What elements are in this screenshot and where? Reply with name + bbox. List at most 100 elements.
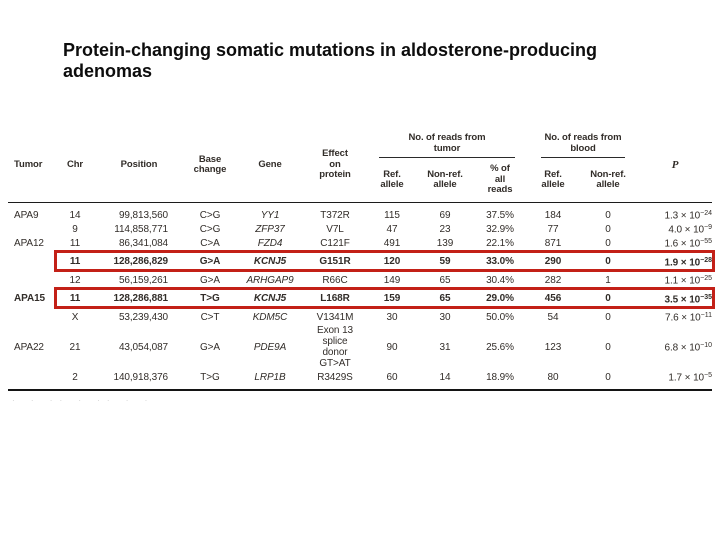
col-header-tumor-ref-allele: Ref. allele [380,168,404,190]
cell-effect-on-protein: Exon 13 splice donor GT>AT [317,325,353,369]
p-exponent: −9 [704,224,712,232]
cell-chr: X [71,311,79,323]
cell-base-change: G>A [200,274,220,286]
cell-gene: LRP1B [254,371,286,383]
cell-gene: FZD4 [257,237,283,249]
cell-tumor-ref-allele: 149 [383,274,401,286]
cell-tumor-ref-allele: 115 [384,209,400,221]
cell-position: 86,341,084 [118,237,168,249]
cell-chr: 11 [69,237,81,249]
p-mantissa: 3.5 × 10 [664,294,701,306]
cell-tumor-ref-allele: 120 [383,256,401,267]
p-mantissa: 1.9 × 10 [664,257,701,269]
cell-blood-ref-allele: 77 [547,223,559,235]
cell-tumor-nonref-allele: 23 [439,223,451,235]
cell-blood-ref-allele: 871 [544,237,562,249]
col-header-blood-nonref-allele: Non-ref. allele [590,168,626,190]
group-header-reads-tumor: No. of reads from tumor [379,132,515,158]
cell-blood-ref-allele: 123 [544,341,562,353]
cell-blood-nonref-allele: 0 [605,293,611,304]
cell-effect-on-protein: V7L [326,223,344,235]
cell-position: 128,286,829 [113,256,168,267]
cell-effect-on-protein: L168R [320,293,350,304]
col-header-tumor: Tumor [14,158,43,170]
cell-gene: ARHGAP9 [246,274,294,286]
col-header-blood-ref-allele: Ref. allele [541,168,565,190]
cell-chr: 21 [69,341,81,353]
cell-p-value: 1.3 × 10−24 [638,208,713,222]
table-body: APA9 14 99,813,560 C>G YY1 T372R 115 69 … [8,203,715,391]
cell-effect-on-protein: C121F [320,237,350,249]
cell-tumor: APA22 [14,341,44,353]
cell-tumor-ref-allele: 30 [386,311,398,323]
table-row: 12 56,159,261 G>A ARHGAP9 R66C 149 65 30… [8,273,712,287]
cell-pct-all-reads: 25.6% [486,341,514,353]
p-exponent: −11 [700,312,712,320]
cell-chr: 9 [72,223,78,235]
p-mantissa: 7.6 × 10 [665,312,701,324]
p-mantissa: 6.8 × 10 [664,342,701,354]
cell-position: 53,239,430 [118,311,168,323]
cell-pct-all-reads: 22.1% [486,237,514,249]
cell-effect-on-protein: R3429S [317,371,353,383]
p-exponent: −24 [700,210,712,218]
page-title: Protein-changing somatic mutations in al… [63,40,598,81]
cell-blood-ref-allele: 290 [544,256,562,267]
cell-blood-ref-allele: 184 [544,209,562,221]
p-exponent: −28 [700,256,712,264]
cell-gene: ZFP37 [255,223,285,235]
cell-base-change: T>G [200,293,220,304]
table-row: 11 128,286,829 G>A KCNJ5 G151R 120 59 33… [8,250,715,272]
cell-effect-on-protein: R66C [322,274,348,286]
cell-tumor-ref-allele: 60 [386,371,398,383]
p-mantissa: 1.7 × 10 [668,372,705,384]
cell-p-value: 4.0 × 10−9 [638,222,712,236]
cell-tumor-ref-allele: 159 [383,293,401,304]
cell-position: 56,159,261 [118,274,168,286]
cell-blood-nonref-allele: 0 [605,256,611,267]
cell-position: 99,813,560 [118,209,168,221]
cell-gene: PDE9A [253,341,287,353]
table-row: 2 140,918,376 T>G LRP1B R3429S 60 14 18.… [8,370,712,384]
cell-tumor-ref-allele: 47 [386,223,398,235]
cell-tumor-nonref-allele: 59 [439,256,451,267]
cell-base-change: T>G [200,371,220,383]
cell-blood-nonref-allele: 0 [605,237,611,249]
cell-effect-on-protein: V1341M [316,311,354,323]
cell-tumor-nonref-allele: 31 [439,341,451,353]
p-mantissa: 1.6 × 10 [664,238,701,250]
cell-pct-all-reads: 33.0% [486,256,514,267]
table-header: Tumor Chr Position Base change Gene Effe… [8,128,712,203]
cell-p-value: 3.5 × 10−35 [638,292,713,306]
cell-tumor-nonref-allele: 30 [439,311,451,323]
cell-gene: KDM5C [252,311,288,323]
col-header-pct-all-reads: % of all reads [487,163,513,196]
col-header-p-value: P [671,158,679,171]
cell-p-value: 6.8 × 10−10 [638,340,713,354]
p-mantissa: 4.0 × 10 [668,224,705,236]
cell-tumor-nonref-allele: 139 [436,237,454,249]
cell-position: 114,858,771 [114,223,168,235]
cell-base-change: C>G [199,209,221,221]
p-exponent: −25 [700,275,712,283]
cell-chr: 2 [72,371,78,383]
p-mantissa: 1.3 × 10 [664,210,701,222]
col-header-effect: Effect on protein [319,148,351,181]
cell-blood-ref-allele: 80 [547,371,559,383]
cell-pct-all-reads: 29.0% [486,293,514,304]
cell-p-value: 1.1 × 10−25 [638,273,713,287]
cell-gene: KCNJ5 [253,293,287,304]
cell-effect-on-protein: G151R [319,256,351,267]
cell-gene: YY1 [260,209,280,221]
col-header-base-change: Base change [193,153,227,175]
cell-tumor-nonref-allele: 14 [439,371,451,383]
cell-pct-all-reads: 18.9% [486,371,514,383]
cell-p-value: 1.7 × 10−5 [638,370,712,384]
cell-chr: 11 [69,256,81,267]
table-row: 9 114,858,771 C>G ZFP37 V7L 47 23 32.9% … [8,222,712,236]
group-header-reads-blood-label: No. of reads from blood [544,132,622,154]
group-header-reads-blood: No. of reads from blood [541,132,625,158]
cell-blood-nonref-allele: 0 [605,311,611,323]
col-header-tumor-nonref-allele: Non-ref. allele [427,168,463,190]
